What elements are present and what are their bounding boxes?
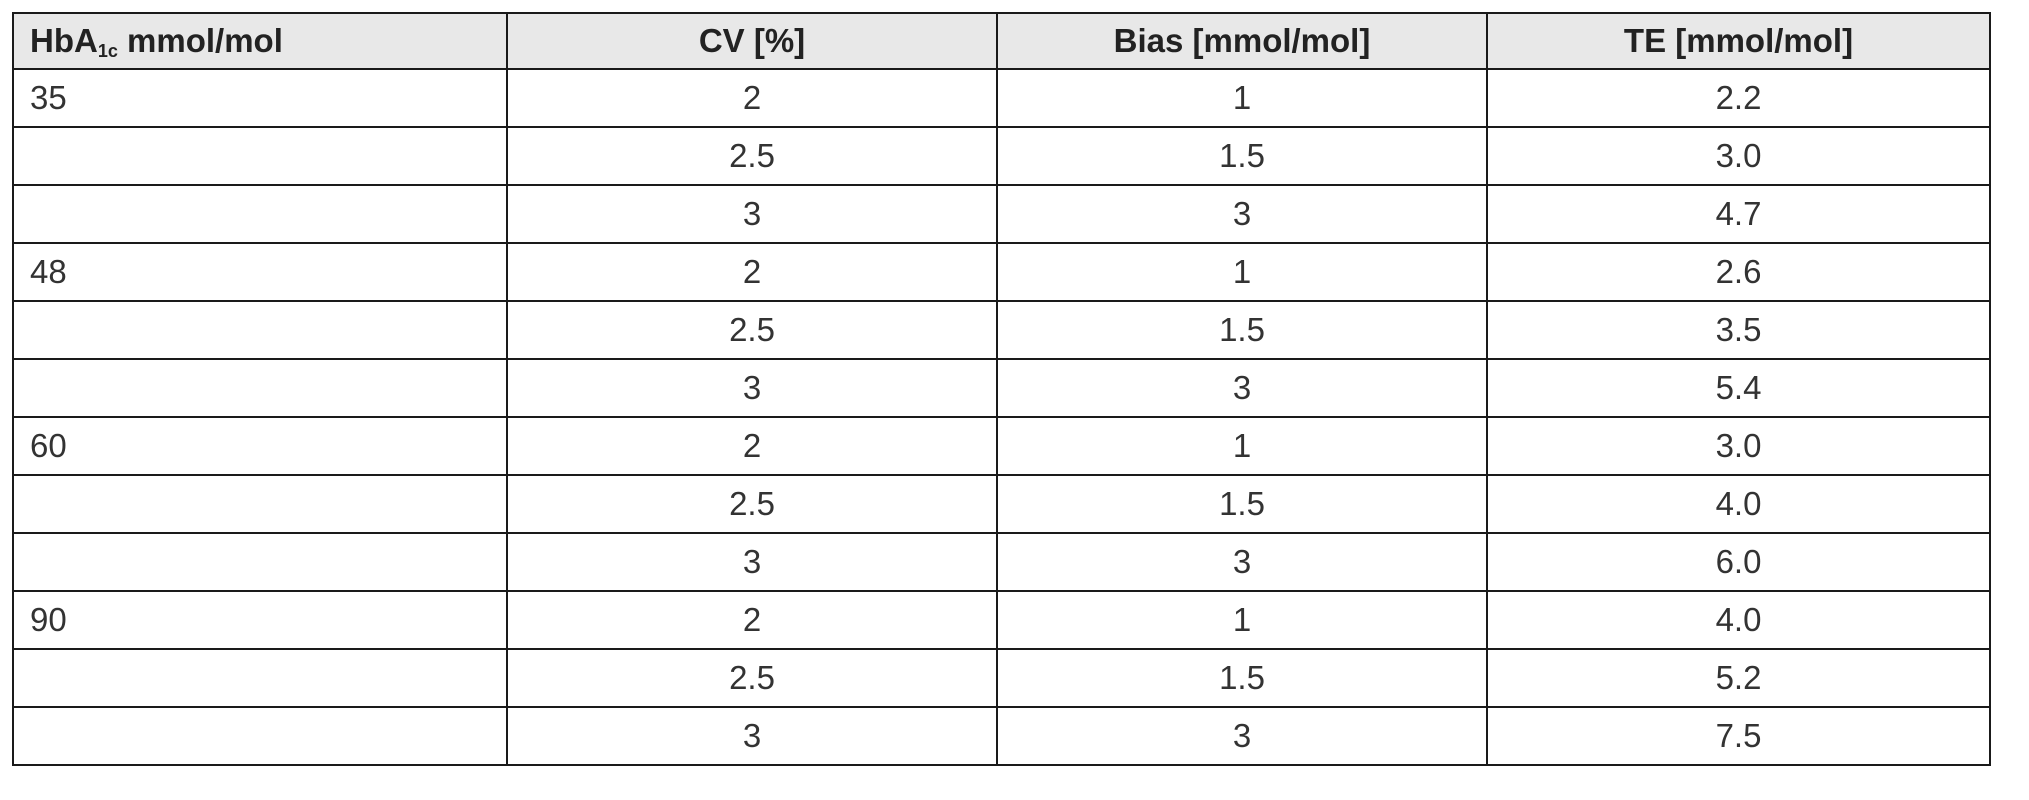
table-row: 3 3 7.5	[12, 706, 1991, 766]
cell-te: 2.6	[1486, 242, 1991, 302]
cell-hba1c	[12, 358, 508, 418]
cell-te: 4.0	[1486, 474, 1991, 534]
cell-bias: 1	[996, 416, 1488, 476]
cell-cv: 2.5	[506, 126, 998, 186]
cell-bias: 1	[996, 590, 1488, 650]
table-row: 90 2 1 4.0	[12, 590, 1991, 650]
cell-cv: 3	[506, 358, 998, 418]
header-hba1c: HbA1c mmol/mol	[12, 12, 508, 70]
cell-bias: 1.5	[996, 300, 1488, 360]
cell-bias: 3	[996, 358, 1488, 418]
table-row: 3 3 6.0	[12, 532, 1991, 592]
table-row: 2.5 1.5 3.5	[12, 300, 1991, 360]
table-row: 3 3 4.7	[12, 184, 1991, 244]
cell-hba1c: 90	[12, 590, 508, 650]
cell-te: 3.0	[1486, 416, 1991, 476]
hba1c-error-table: HbA1c mmol/mol CV [%] Bias [mmol/mol] TE…	[12, 12, 1991, 766]
cell-bias: 3	[996, 184, 1488, 244]
table-row: 60 2 1 3.0	[12, 416, 1991, 476]
header-hba1c-subscript: 1c	[97, 41, 118, 61]
table-row: 3 3 5.4	[12, 358, 1991, 418]
cell-te: 7.5	[1486, 706, 1991, 766]
cell-te: 4.0	[1486, 590, 1991, 650]
cell-cv: 2	[506, 242, 998, 302]
cell-cv: 2.5	[506, 648, 998, 708]
cell-cv: 3	[506, 706, 998, 766]
header-row: HbA1c mmol/mol CV [%] Bias [mmol/mol] TE…	[12, 12, 1991, 70]
table-row: 48 2 1 2.6	[12, 242, 1991, 302]
cell-bias: 1	[996, 242, 1488, 302]
cell-te: 2.2	[1486, 68, 1991, 128]
cell-bias: 1.5	[996, 126, 1488, 186]
cell-hba1c	[12, 532, 508, 592]
data-table-container: HbA1c mmol/mol CV [%] Bias [mmol/mol] TE…	[12, 12, 1991, 766]
cell-te: 5.4	[1486, 358, 1991, 418]
header-te: TE [mmol/mol]	[1486, 12, 1991, 70]
header-cv: CV [%]	[506, 12, 998, 70]
cell-te: 5.2	[1486, 648, 1991, 708]
header-hba1c-prefix: HbA	[30, 22, 98, 59]
header-bias: Bias [mmol/mol]	[996, 12, 1488, 70]
cell-hba1c	[12, 474, 508, 534]
cell-hba1c: 60	[12, 416, 508, 476]
cell-bias: 1.5	[996, 474, 1488, 534]
cell-hba1c	[12, 184, 508, 244]
cell-cv: 2	[506, 68, 998, 128]
cell-cv: 2.5	[506, 474, 998, 534]
cell-hba1c: 35	[12, 68, 508, 128]
table-header: HbA1c mmol/mol CV [%] Bias [mmol/mol] TE…	[12, 12, 1991, 70]
cell-te: 6.0	[1486, 532, 1991, 592]
table-row: 35 2 1 2.2	[12, 68, 1991, 128]
cell-cv: 3	[506, 532, 998, 592]
cell-hba1c	[12, 706, 508, 766]
cell-bias: 1	[996, 68, 1488, 128]
cell-hba1c	[12, 648, 508, 708]
cell-cv: 2.5	[506, 300, 998, 360]
table-body: 35 2 1 2.2 2.5 1.5 3.0 3 3 4.7 48 2 1 2.6 2.5 1.5 3.5 3 3 5…	[12, 68, 1991, 766]
cell-hba1c	[12, 300, 508, 360]
cell-hba1c: 48	[12, 242, 508, 302]
header-hba1c-suffix: mmol/mol	[117, 22, 283, 59]
cell-cv: 3	[506, 184, 998, 244]
cell-hba1c	[12, 126, 508, 186]
cell-bias: 3	[996, 532, 1488, 592]
table-row: 2.5 1.5 3.0	[12, 126, 1991, 186]
cell-bias: 1.5	[996, 648, 1488, 708]
table-row: 2.5 1.5 5.2	[12, 648, 1991, 708]
cell-cv: 2	[506, 416, 998, 476]
cell-bias: 3	[996, 706, 1488, 766]
cell-te: 3.0	[1486, 126, 1991, 186]
table-row: 2.5 1.5 4.0	[12, 474, 1991, 534]
cell-te: 4.7	[1486, 184, 1991, 244]
cell-cv: 2	[506, 590, 998, 650]
cell-te: 3.5	[1486, 300, 1991, 360]
